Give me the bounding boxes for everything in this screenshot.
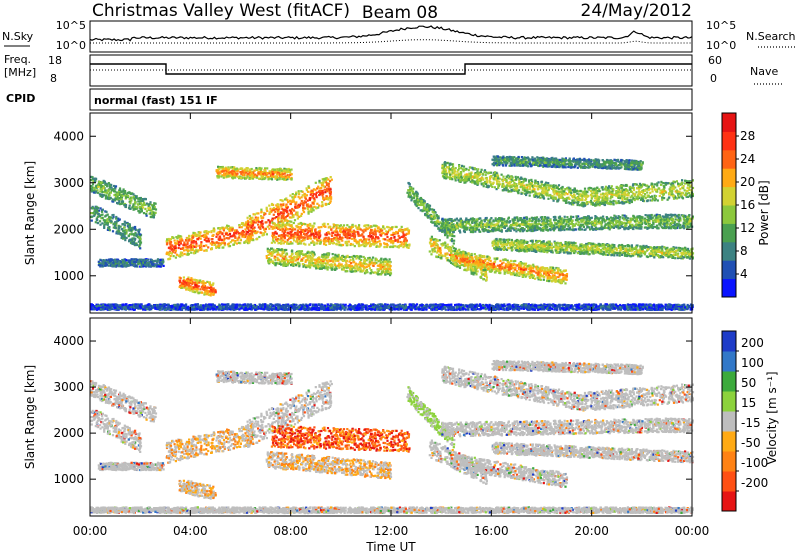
power-colorbar-tick-4: 4: [740, 267, 748, 281]
beam-label: Beam 08: [362, 3, 438, 23]
x-tick-1: 04:00: [173, 524, 208, 538]
power-colorbar-tick-16: 16: [740, 198, 755, 212]
power-ytick-1000: 1000: [53, 269, 84, 283]
nsky-label: N.Sky: [2, 30, 34, 43]
power-ytick-3000: 3000: [53, 176, 84, 190]
velocity-colorbar-swatch: [722, 431, 736, 452]
power-colorbar-swatch: [722, 223, 736, 242]
velocity-ytick-4000: 4000: [53, 334, 84, 348]
power-colorbar-swatch: [722, 150, 736, 169]
x-tick-5: 20:00: [574, 524, 609, 538]
x-tick-4: 16:00: [474, 524, 509, 538]
velocity-scatter: [90, 360, 694, 514]
power-colorbar-tick-24: 24: [740, 152, 755, 166]
frequency-trace: [90, 64, 692, 74]
velocity-panel: 1000 2000 3000 4000 00:00 04:00 08:00 12:00 16:…: [23, 113, 709, 554]
velocity-ylabel: Slant Range [km]: [23, 365, 37, 469]
power-colorbar-tick-12: 12: [740, 221, 755, 235]
power-scatter: [90, 155, 694, 311]
nsearch-tick-top: 10^5: [706, 19, 736, 32]
freq-panel: Freq. [MHz] 18 8 60 0 Nave: [4, 53, 784, 86]
freq-tick-top: 18: [48, 54, 62, 67]
nsky-tick-bottom: 10^0: [56, 39, 86, 52]
nsearch-trace: [90, 40, 692, 43]
velocity-colorbar-swatch: [722, 391, 736, 412]
velocity-colorbar-tick--15: -15: [741, 416, 761, 430]
velocity-ytick-3000: 3000: [53, 380, 84, 394]
velocity-colorbar-tick-50: 50: [741, 376, 756, 390]
nsearch-tick-bottom: 10^0: [706, 39, 736, 52]
nsearch-label: N.Search: [746, 30, 796, 43]
velocity-colorbar-tick-15: 15: [741, 396, 756, 410]
power-colorbar: 4 8 12 16 20 24 28 Power [dB]: [722, 113, 771, 298]
velocity-colorbar-tick--200: -200: [741, 476, 768, 490]
power-ytick-2000: 2000: [53, 222, 84, 236]
power-colorbar-swatch: [722, 168, 736, 187]
velocity-ytick-2000: 2000: [53, 426, 84, 440]
station-title: Christmas Valley West (fitACF): [92, 1, 350, 21]
velocity-ytick-1000: 1000: [53, 472, 84, 486]
x-tick-2: 08:00: [273, 524, 308, 538]
x-tick-6: 00:00: [675, 524, 710, 538]
power-colorbar-swatch: [722, 187, 736, 206]
power-colorbar-tick-28: 28: [740, 129, 755, 143]
velocity-colorbar-swatch: [722, 371, 736, 392]
power-ylabel: Slant Range [km]: [23, 161, 37, 265]
cpid-label: CPID: [6, 92, 35, 105]
power-colorbar-swatch: [722, 113, 736, 132]
freq-unit-label: [MHz]: [4, 66, 36, 79]
velocity-colorbar-swatch: [722, 451, 736, 472]
nave-label: Nave: [750, 65, 778, 78]
velocity-colorbar-label: Velocity [m s⁻¹]: [765, 371, 779, 464]
nsky-tick-top: 10^5: [56, 19, 86, 32]
power-colorbar-swatch: [722, 131, 736, 150]
power-colorbar-tick-8: 8: [740, 244, 748, 258]
velocity-colorbar-swatch: [722, 331, 736, 352]
x-axis-label: Time UT: [365, 540, 416, 554]
power-colorbar-swatch: [722, 260, 736, 279]
power-ytick-4000: 4000: [53, 129, 84, 143]
nsky-panel: N.Sky 10^5 10^0 10^5 10^0 N.Search: [2, 19, 796, 52]
velocity-colorbar-tick--50: -50: [741, 436, 761, 450]
velocity-colorbar-swatch: [722, 491, 736, 512]
velocity-colorbar-tick-100: 100: [741, 356, 764, 370]
power-colorbar-swatch: [722, 205, 736, 224]
cpid-value: normal (fast) 151 IF: [94, 94, 218, 107]
radar-figure: Christmas Valley West (fitACF) Beam 08 2…: [0, 0, 800, 554]
power-colorbar-tick-20: 20: [740, 175, 755, 189]
nave-tick-bottom: 0: [710, 72, 717, 85]
freq-label: Freq.: [4, 53, 31, 66]
nave-tick-top: 60: [708, 54, 722, 67]
x-tick-0: 00:00: [73, 524, 108, 538]
power-colorbar-label: Power [dB]: [757, 180, 771, 245]
nsky-trace: [90, 26, 692, 41]
date-label: 24/May/2012: [581, 1, 693, 21]
x-tick-3: 12:00: [374, 524, 409, 538]
velocity-colorbar-swatch: [722, 471, 736, 492]
freq-tick-bottom: 8: [50, 72, 57, 85]
velocity-colorbar-swatch: [722, 351, 736, 372]
power-panel: 1000 2000 3000 4000 Slant Range [km]: [23, 113, 694, 313]
velocity-colorbar-swatch: [722, 411, 736, 432]
power-colorbar-swatch: [722, 279, 736, 298]
power-colorbar-swatch: [722, 242, 736, 261]
velocity-colorbar-tick-200: 200: [741, 336, 764, 350]
